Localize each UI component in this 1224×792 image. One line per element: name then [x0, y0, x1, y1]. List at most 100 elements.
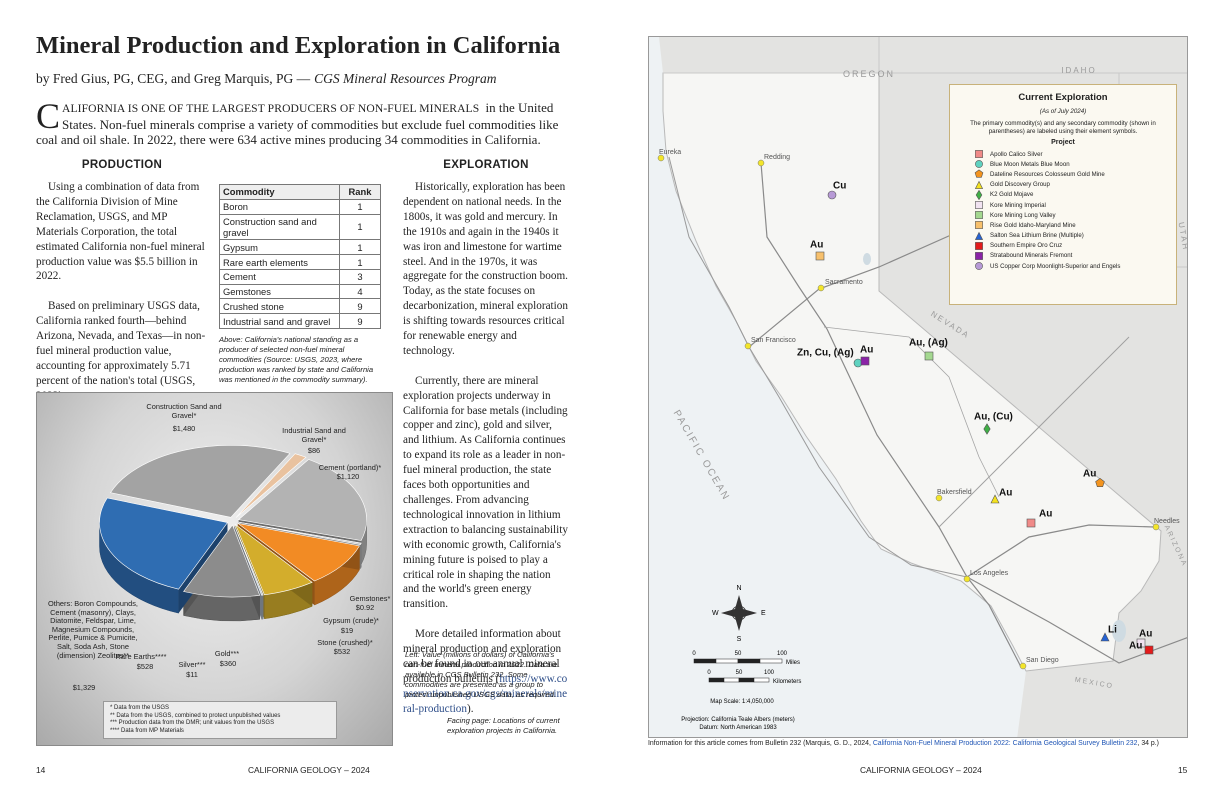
- highway: [966, 576, 1187, 664]
- legend-item: Kore Mining Imperial: [974, 200, 1168, 210]
- commodity-label: Au: [810, 240, 823, 251]
- scale-label: 0: [692, 651, 696, 657]
- scale-segment: [693, 658, 717, 664]
- slice: [237, 523, 360, 582]
- city-dot: [817, 284, 825, 292]
- page-number: 15: [1178, 765, 1188, 775]
- legend-heading: Project: [1051, 139, 1075, 146]
- marker: [974, 231, 984, 240]
- scale-unit: Kilometers: [773, 679, 801, 685]
- legend-item: Dateline Resources Colosseum Gold Mine: [974, 169, 1168, 179]
- link[interactable]: https://www.conservation.ca.gov/cgs/mine…: [403, 672, 568, 715]
- legend-symbol: [975, 160, 983, 169]
- slice-value: $1,480: [172, 424, 196, 433]
- commodity-label: Au: [999, 488, 1012, 499]
- marker: [1100, 632, 1110, 642]
- legend-item: US Copper Corp Moonlight-Superior and En…: [974, 261, 1168, 271]
- compass-label: S: [737, 636, 742, 643]
- scale-label: 50: [736, 670, 743, 676]
- marker: [975, 150, 983, 158]
- projection: Projection: California Teale Albers (met…: [681, 717, 795, 723]
- paragraph: Historically, exploration has been depen…: [403, 181, 568, 357]
- production-text: Using a combination of data from the Cal…: [36, 180, 208, 418]
- legend-symbol: [975, 221, 983, 230]
- table-row: Gemstones 4: [219, 283, 381, 300]
- legend-label: US Copper Corp Moonlight-Superior and En…: [990, 262, 1121, 270]
- source-link[interactable]: California Non-Fuel Mineral Production 2…: [872, 740, 1138, 747]
- slice-label: Gold***: [214, 649, 240, 658]
- slice-value: $0.92: [355, 603, 375, 612]
- map: N E S W Map Scale: 1:4,050,000 Projectio…: [648, 36, 1188, 738]
- lake: [863, 253, 871, 265]
- slice: [235, 453, 307, 518]
- compass-ring: [731, 605, 747, 621]
- legend-label: Blue Moon Metals Blue Moon: [990, 160, 1070, 168]
- commodity: Crushed stone: [219, 298, 340, 315]
- slice-value: $11: [186, 670, 198, 679]
- slice: [238, 521, 362, 546]
- legend-symbol: [974, 180, 984, 189]
- marker: [1136, 638, 1146, 648]
- region-name: OREGON: [843, 69, 895, 79]
- marker: [975, 241, 983, 250]
- legend-item: K2 Gold Mojave: [974, 189, 1168, 200]
- marker: [974, 169, 984, 179]
- california: [662, 72, 1162, 672]
- table-body: Boron 1 Construction sand and gravel 1 Gypsu…: [219, 198, 381, 330]
- highway: [938, 336, 1130, 528]
- marker: [975, 252, 983, 260]
- marker: [975, 262, 983, 271]
- legend-symbol: [975, 262, 983, 271]
- legend-label: Gold Discovery Group: [990, 181, 1050, 189]
- slice-value: $532: [333, 647, 351, 656]
- source-note: Information for this article comes from …: [648, 740, 1159, 747]
- drop-cap: C: [36, 96, 61, 136]
- place-name: Los Angeles: [970, 570, 1009, 577]
- compass-rose: [721, 595, 757, 631]
- slice: [237, 459, 367, 541]
- scale-segment: [723, 677, 740, 683]
- legend-symbol: [975, 252, 983, 260]
- map-legend: Current Exploration (As of July 2024) Th…: [949, 84, 1177, 305]
- scale-label: 0: [707, 670, 711, 676]
- slice-label: Silver***: [178, 660, 206, 669]
- pie-chart: [99, 444, 367, 622]
- slice: [234, 524, 264, 596]
- place-name: San Diego: [1026, 657, 1059, 664]
- rank: 4: [339, 283, 381, 300]
- slice-label: Industrial Sand and Gravel*: [282, 426, 346, 444]
- rank: 1: [339, 213, 381, 241]
- place-name: San Francisco: [751, 337, 796, 344]
- commodity: Boron: [219, 198, 340, 215]
- pie-chart-panel: * Data from the USGS ** Data from the USG…: [36, 392, 393, 746]
- legend-symbol: [975, 201, 983, 209]
- byline: by Fred Gius, PG, CEG, and Greg Marquis,…: [36, 71, 496, 87]
- scale-unit: Miles: [786, 660, 800, 666]
- legend-label: Kore Mining Imperial: [990, 201, 1046, 209]
- table-row: Crushed stone 9: [219, 298, 381, 315]
- table-header: Commodity Rank: [219, 184, 381, 200]
- table-row: Gypsum 1: [219, 239, 381, 256]
- city-dot: [963, 575, 971, 583]
- authors: by Fred Gius, PG, CEG, and Greg Marquis,…: [36, 71, 311, 86]
- marker: [975, 221, 983, 230]
- commodity-label: Au: [1039, 509, 1052, 520]
- section-heading: EXPLORATION: [443, 159, 529, 171]
- legend-item: Stratabound Minerals Fremont: [974, 251, 1168, 261]
- paragraph: Based on preliminary USGS data, Californ…: [36, 300, 206, 401]
- slice-label: Cement (portland)*: [318, 463, 382, 472]
- footnote: *** Production data from the DMR; unit v…: [110, 720, 275, 727]
- legend-label: Dateline Resources Colosseum Gold Mine: [990, 170, 1105, 178]
- legend-label: Stratabound Minerals Fremont: [990, 252, 1073, 260]
- place-name: Eureka: [659, 149, 681, 156]
- slice-label: Others: Boron Compounds, Cement (masonry…: [48, 599, 138, 660]
- footnote: * Data from the USGS: [110, 705, 170, 711]
- text: , 34 p.): [1137, 740, 1159, 747]
- scale-label: 50: [735, 651, 742, 657]
- commodity: Industrial sand and gravel: [219, 313, 340, 330]
- marker: [924, 351, 934, 361]
- city-dot: [935, 494, 943, 502]
- paragraph: Currently, there are mineral exploration…: [403, 374, 568, 611]
- slice: [183, 524, 261, 598]
